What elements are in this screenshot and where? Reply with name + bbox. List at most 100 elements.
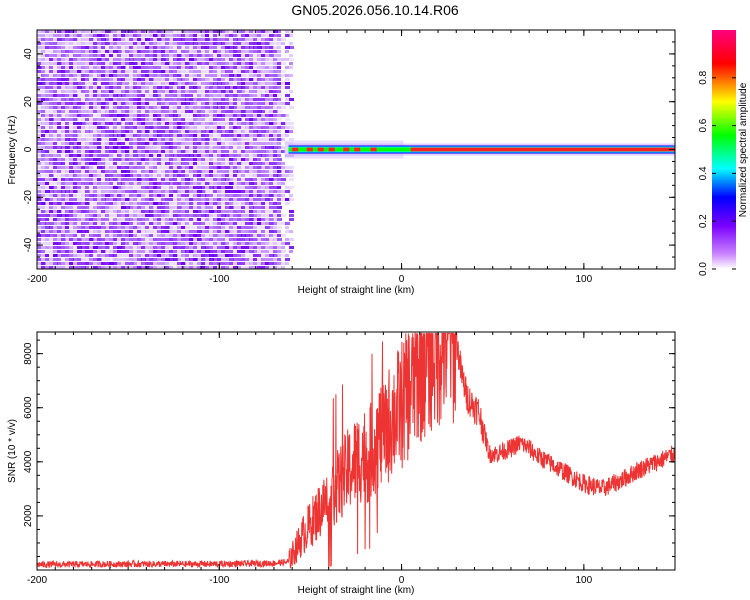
heatmap-cell [189,198,194,201]
heatmap-cell [269,166,273,169]
heatmap-cell [185,150,189,153]
heatmap-cell [201,242,205,245]
heatmap-cell [273,198,278,201]
heatmap-cell [153,106,157,109]
heatmap-cell [137,242,141,245]
heatmap-cell [209,198,213,201]
heatmap-cell [109,250,113,253]
heatmap-cell [101,162,105,165]
heatmap-cell [85,166,89,169]
heatmap-cell [201,46,206,49]
heatmap-cell [141,126,145,129]
heatmap-cell [289,30,294,33]
heatmap-cell [121,182,125,185]
heatmap-cell [57,218,61,221]
heatmap-cell [161,162,166,165]
heatmap-cell [117,262,121,265]
heatmap-cell [125,134,129,137]
heatmap-cell [101,238,105,241]
heatmap-cell [113,154,118,157]
heatmap-cell [153,42,157,45]
heatmap-cell [217,130,222,133]
heatmap-cell [201,74,206,77]
heatmap-cell [161,250,165,253]
heatmap-cell [157,218,161,221]
heatmap-cell [53,158,58,161]
heatmap-cell [81,118,86,121]
heatmap-cell [97,226,101,229]
heatmap-cell [61,30,65,33]
heatmap-cell [269,46,274,49]
heatmap-cell [237,258,241,261]
heatmap-cell [101,190,105,193]
heatmap-cell [41,250,45,253]
heatmap-cell [97,86,101,89]
heatmap-cell [241,82,245,85]
heatmap-cell [101,214,106,217]
heatmap-cell [225,62,229,65]
heatmap-cell [261,174,265,177]
heatmap-cell [133,186,138,189]
heatmap-cell [237,178,241,181]
heatmap-cell [193,102,197,105]
heatmap-cell [113,114,118,117]
heatmap-cell [213,62,217,65]
heatmap-cell [177,102,181,105]
heatmap-cell [149,266,153,269]
heatmap-cell [245,158,249,161]
heatmap-cell [233,98,237,101]
heatmap-cell [41,34,45,37]
snr-y-tick-label: 8000 [23,342,34,365]
heatmap-cell [265,178,269,181]
heatmap-cell [225,126,230,129]
heatmap-cell [217,206,221,209]
heatmap-cell [49,190,54,193]
heatmap-cell [173,250,177,253]
heatmap-cell [69,194,73,197]
heatmap-cell [269,162,273,165]
heatmap-cell [61,54,66,57]
heatmap-cell [213,218,218,221]
heatmap-cell [257,174,261,177]
heatmap-cell [253,158,257,161]
heatmap-cell [229,50,233,53]
heatmap-cell [157,190,161,193]
heatmap-cell [181,138,185,141]
heatmap-cell [205,198,209,201]
heatmap-cell [197,202,201,205]
heatmap-cell [121,214,125,217]
heatmap-cell [117,190,121,193]
heatmap-cell [113,82,117,85]
heatmap-cell [237,98,241,101]
heatmap-cell [157,94,161,97]
heatmap-cell [281,42,285,45]
heatmap-cell [77,34,82,37]
heatmap-cell [45,178,49,181]
heatmap-cell [249,186,253,189]
heatmap-cell [89,82,94,85]
heatmap-cell [105,46,110,49]
heatmap-cell [121,74,125,77]
heatmap-cell [65,134,69,137]
heatmap-cell [173,58,178,61]
heatmap-cell [57,242,61,245]
heatmap-cell [57,30,62,33]
heatmap-cell [173,182,177,185]
heatmap-cell [281,250,286,253]
heatmap-cell [169,238,173,241]
heatmap-cell [249,226,253,229]
heatmap-cell [221,86,226,89]
heatmap-cell [189,150,194,153]
heatmap-cell [285,226,289,229]
heatmap-cell [217,90,221,93]
heatmap-cell [89,98,93,101]
heatmap-cell [225,174,229,177]
heatmap-cell [237,218,241,221]
heatmap-cell [201,210,205,213]
spectrogram-x-tick-label: 100 [576,274,593,285]
heatmap-cell [145,118,149,121]
heatmap-cell [57,46,61,49]
heatmap-cell [101,66,105,69]
heatmap-cell [261,42,265,45]
heatmap-cell [53,66,58,69]
